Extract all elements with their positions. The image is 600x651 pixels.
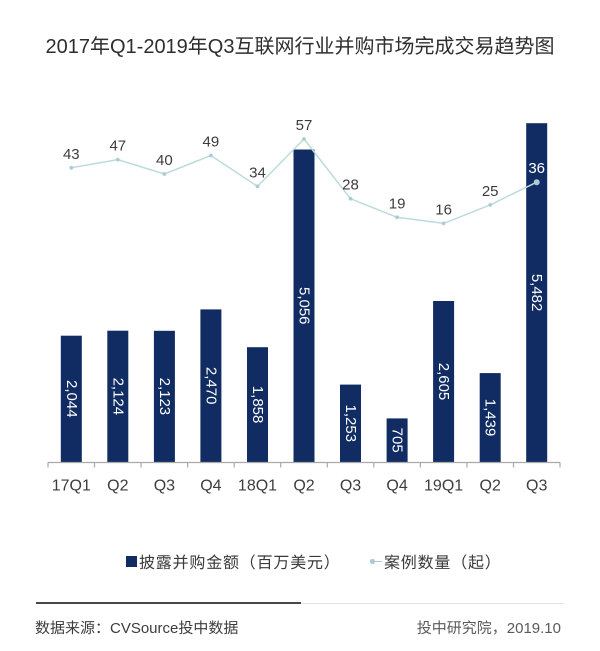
category-label: 17Q1: [52, 478, 91, 495]
line-value-label: 16: [435, 201, 452, 218]
footer-credit: 投中研究院，2019.10: [416, 620, 561, 637]
bar-value-label: 705: [389, 428, 406, 453]
line-marker: [69, 165, 74, 170]
legend-line-dot: [370, 559, 375, 564]
line-marker: [395, 215, 399, 220]
footer-separator-dark: [36, 602, 301, 604]
bar-value-label: 5,482: [528, 274, 545, 312]
line-marker: [115, 157, 120, 162]
bar-value-label: 1,858: [249, 386, 266, 424]
category-label: Q4: [200, 478, 221, 495]
bar-value-label: 2,044: [63, 380, 80, 418]
legend-count-label: 案例数量（起）: [384, 555, 502, 572]
bar: [200, 309, 222, 462]
legend-item-count: 案例数量（起）: [370, 551, 502, 572]
line-value-label: 43: [63, 146, 80, 163]
bar: [60, 335, 82, 462]
line-marker: [209, 153, 213, 158]
category-label: Q3: [526, 478, 547, 495]
category-label: Q2: [293, 478, 314, 495]
line-marker: [255, 184, 260, 189]
bar-value-label: 1,253: [342, 405, 359, 443]
line-value-label: 49: [203, 134, 220, 151]
combo-chart: 2,044 2,124 2,123 2,470 1,858 5,056 1,253 705 2,…: [47, 117, 561, 495]
footer-source: 数据来源：CVSource投中数据: [35, 620, 239, 637]
line-marker: [162, 172, 167, 176]
category-label: Q4: [386, 478, 407, 495]
category-label: Q3: [154, 478, 175, 495]
bar-value-label: 2,470: [202, 367, 219, 405]
legend-line-swatch-icon: [370, 556, 382, 567]
legend-amount-label: 披露并购金额（百万美元）: [139, 555, 341, 572]
line-value-label: 28: [342, 177, 359, 194]
category-label: Q2: [107, 478, 128, 495]
legend-bar-swatch-icon: [126, 555, 137, 567]
category-label: Q3: [340, 478, 361, 495]
category-label: 19Q1: [424, 478, 463, 495]
bar: [526, 123, 548, 462]
bar-value-label: 2,124: [109, 378, 126, 416]
line-value-label: 47: [109, 138, 126, 155]
bar: [247, 347, 268, 462]
line-marker: [441, 221, 446, 226]
bar: [340, 384, 361, 462]
bar-value-label: 1,439: [482, 399, 499, 437]
line-marker: [533, 179, 540, 186]
bar: [107, 330, 129, 462]
line-marker: [488, 203, 493, 207]
bar-value-label: 2,123: [156, 378, 173, 416]
chart-legend: 披露并购金额（百万美元） 案例数量（起）: [0, 551, 600, 572]
bar: [293, 149, 315, 462]
bar-value-label: 5,056: [296, 287, 313, 325]
line-value-label: 36: [528, 160, 545, 177]
bar: [479, 373, 501, 462]
bar: [153, 330, 175, 462]
line-value-label: 57: [296, 117, 313, 134]
line-value-label: 25: [482, 183, 499, 200]
bar: [386, 418, 408, 462]
line-value-label: 40: [156, 152, 173, 169]
line-marker: [348, 196, 353, 201]
legend-item-amount: 披露并购金额（百万美元）: [126, 551, 341, 572]
bar: [433, 301, 455, 462]
legend-line-segment: [370, 560, 382, 563]
chart-title: 2017年Q1-2019年Q3互联网行业并购市场完成交易趋势图: [45, 36, 555, 58]
category-label: 18Q1: [238, 478, 277, 495]
bar-value-label: 2,605: [435, 363, 452, 401]
category-label: Q2: [480, 478, 501, 495]
line-value-label: 34: [249, 164, 266, 181]
line-marker: [302, 137, 306, 141]
line-value-label: 19: [389, 195, 406, 212]
